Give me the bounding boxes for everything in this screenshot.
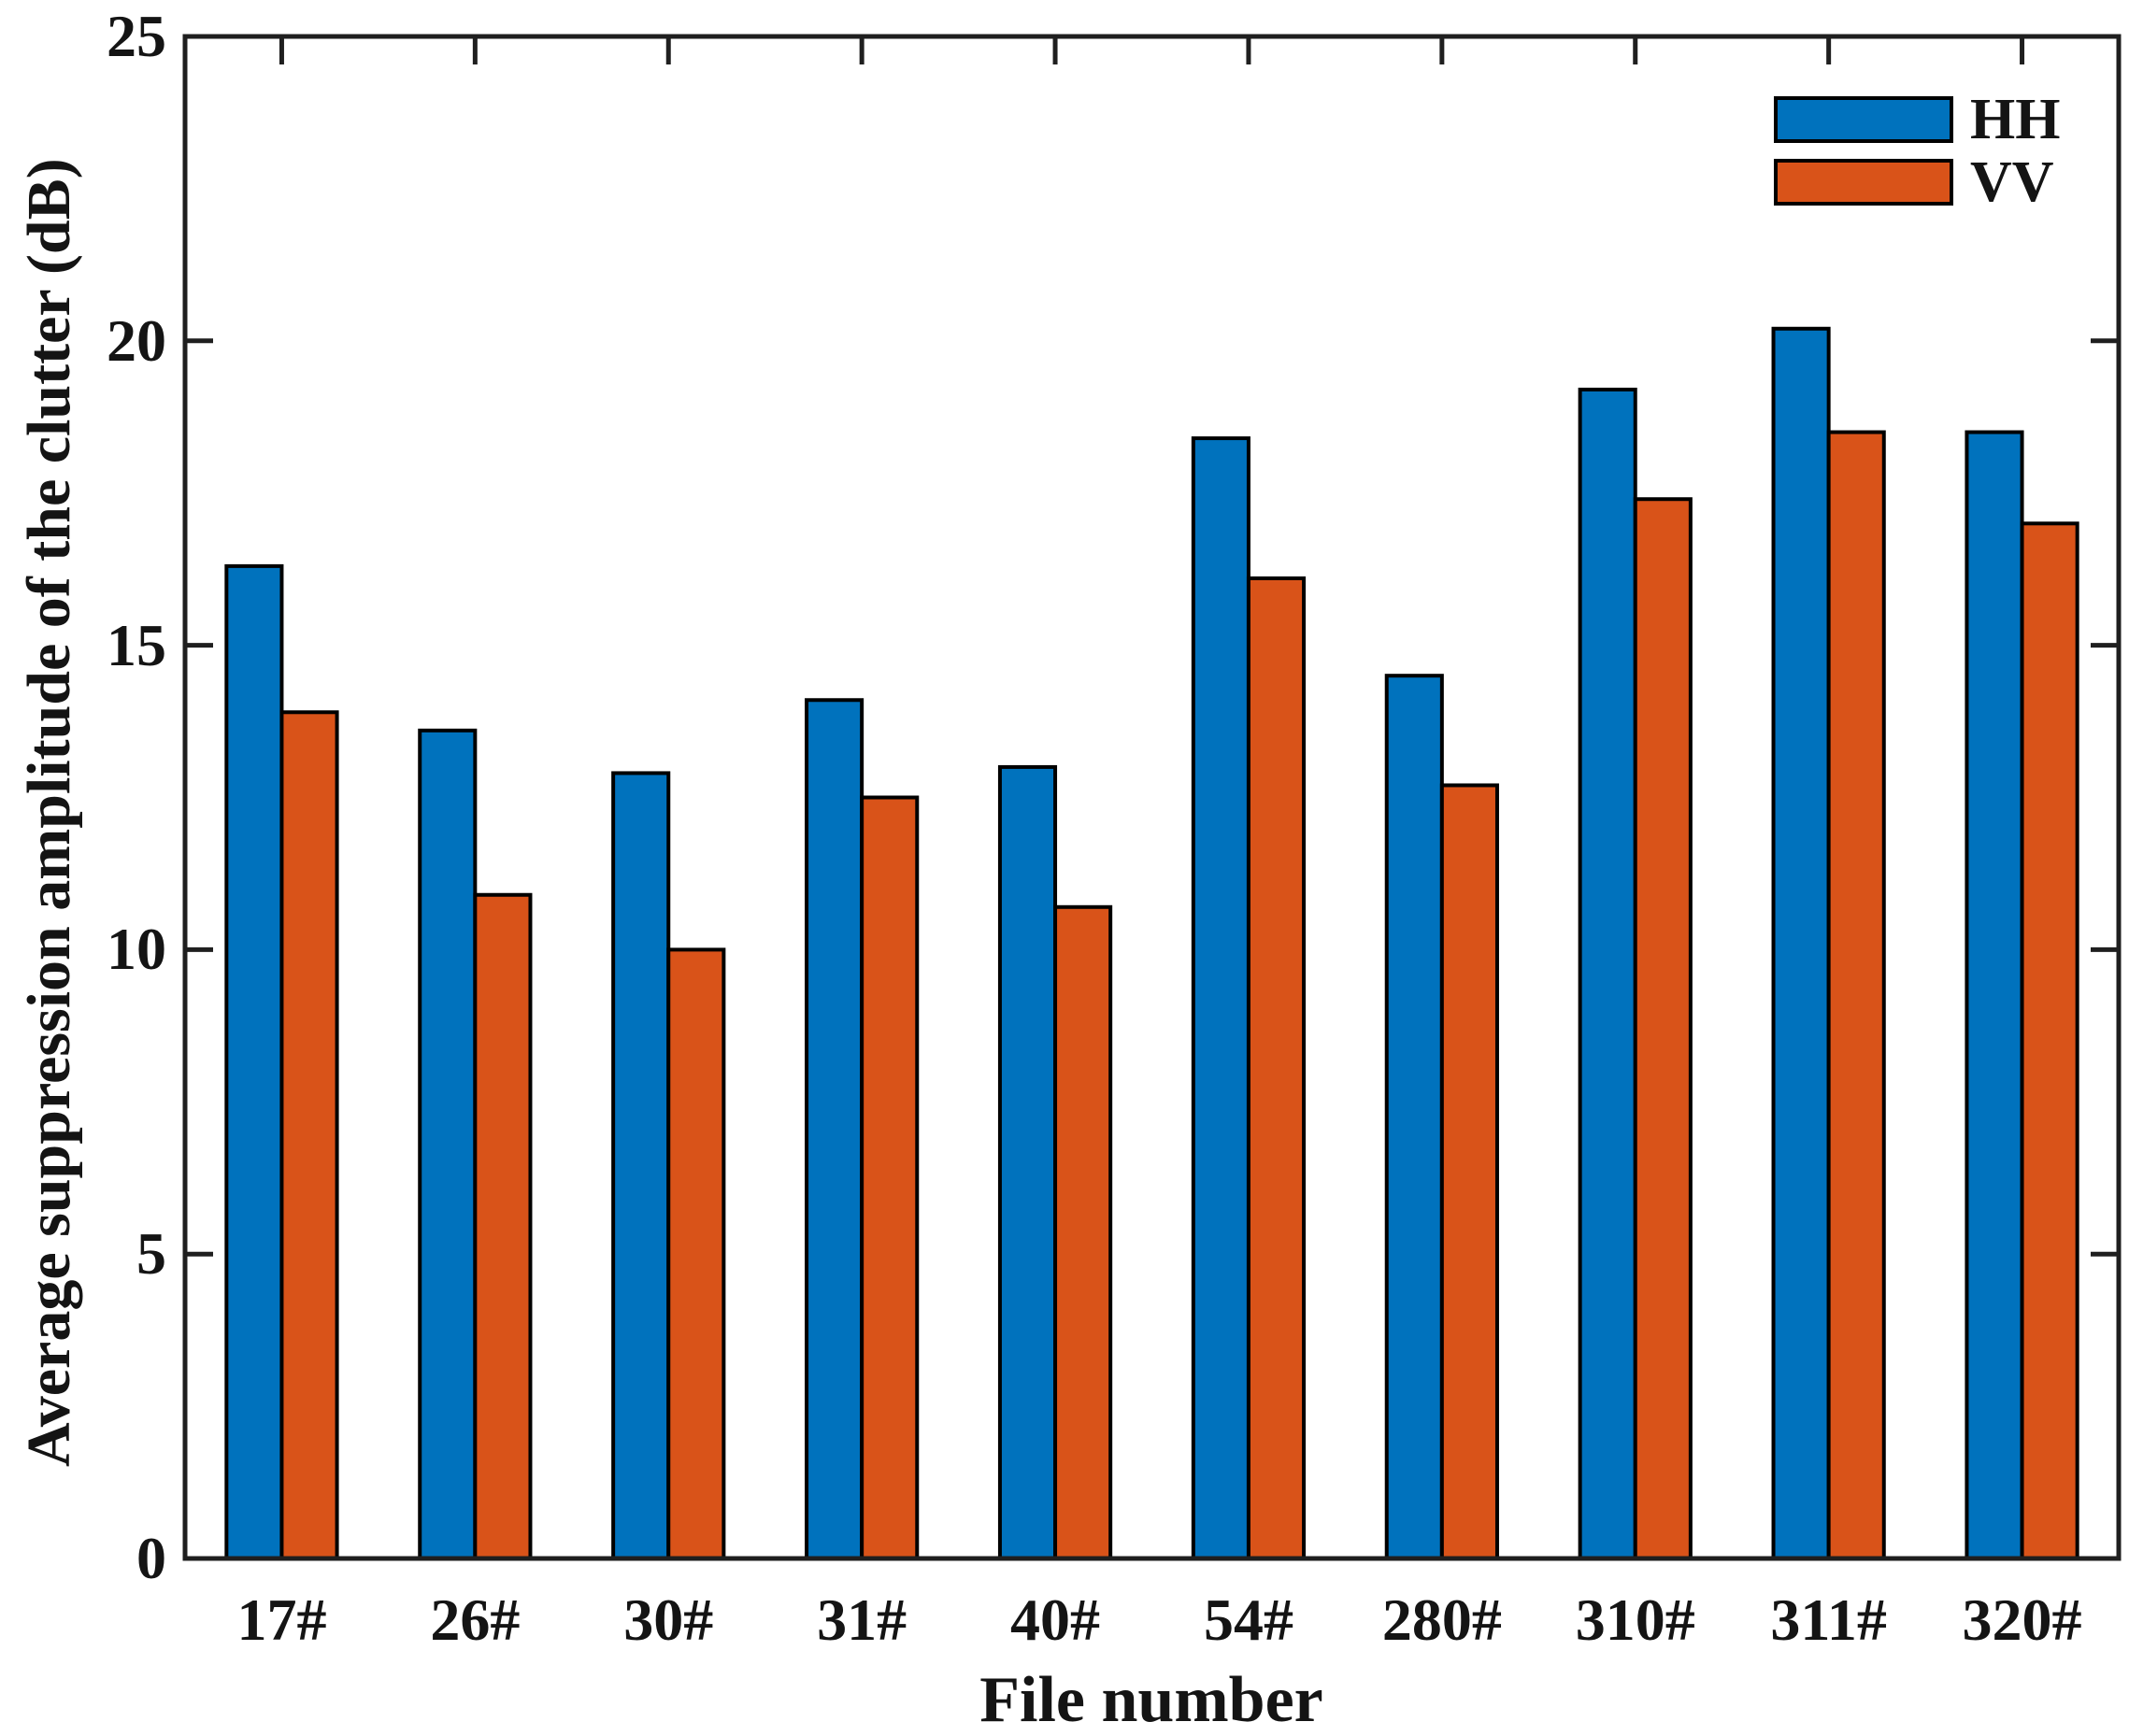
bar-hh-54# [1191, 436, 1250, 1560]
bar-hh-40# [997, 764, 1058, 1560]
bar-hh-320# [1965, 430, 2024, 1560]
legend: HH VV [1774, 88, 2061, 221]
y-tick-label-15: 15 [107, 611, 166, 678]
legend-item-hh: HH [1774, 88, 2061, 151]
x-tick-label-320#: 320# [1962, 1587, 2082, 1653]
bar-hh-310# [1578, 387, 1637, 1561]
x-axis-title: File number [979, 1664, 1323, 1736]
bar-vv-30# [666, 947, 726, 1560]
y-tick-label-10: 10 [107, 916, 166, 983]
bar-hh-30# [611, 771, 671, 1560]
bar-vv-320# [2020, 521, 2079, 1560]
bar-vv-54# [1246, 576, 1307, 1561]
y-tick-label-0: 0 [136, 1525, 166, 1591]
y-tick-label-25: 25 [107, 3, 166, 69]
x-tick-label-40#: 40# [1010, 1587, 1101, 1653]
bar-hh-31# [805, 698, 864, 1560]
bar-hh-26# [418, 728, 478, 1560]
bar-vv-17# [279, 710, 339, 1560]
x-tick-label-310#: 310# [1575, 1587, 1695, 1653]
bar-vv-26# [473, 892, 533, 1560]
bar-vv-310# [1633, 497, 1693, 1561]
y-axis-title: Average suppression amplitude of the clu… [15, 158, 83, 1468]
x-tick-label-31#: 31# [817, 1587, 907, 1653]
legend-label-hh: HH [1970, 88, 2061, 151]
bar-vv-40# [1053, 904, 1113, 1560]
y-tick-label-20: 20 [107, 306, 166, 374]
bar-hh-280# [1384, 674, 1444, 1560]
bar-vv-280# [1439, 783, 1499, 1560]
hh-series-swatch [1774, 96, 1953, 143]
bar-hh-17# [224, 563, 284, 1561]
x-tick-label-311#: 311# [1770, 1587, 1887, 1653]
x-tick-label-26#: 26# [430, 1587, 521, 1653]
vv-series-swatch [1774, 159, 1953, 206]
x-tick-label-54#: 54# [1203, 1587, 1293, 1653]
x-tick-label-30#: 30# [623, 1587, 714, 1653]
y-tick-label-5: 5 [136, 1220, 166, 1288]
bar-vv-311# [1826, 430, 1886, 1560]
legend-label-vv: VV [1970, 150, 2054, 214]
x-tick-label-280#: 280# [1381, 1587, 1502, 1653]
plot-frame [182, 34, 2122, 1561]
bar-hh-311# [1771, 326, 1831, 1561]
x-tick-label-17#: 17# [236, 1587, 327, 1653]
bar-vv-31# [860, 795, 920, 1560]
legend-item-vv: VV [1774, 150, 2060, 214]
